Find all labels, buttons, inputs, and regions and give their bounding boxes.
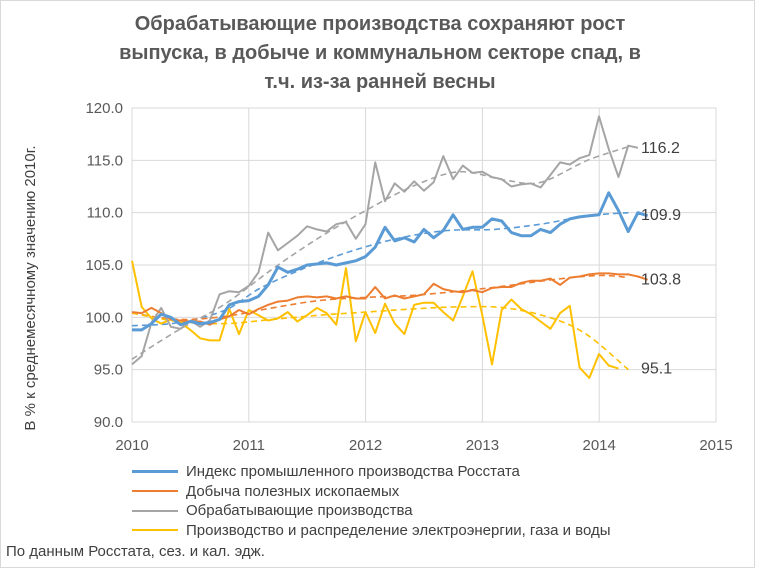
x-tick-label: 2011 [233,437,265,454]
end-label-95-1: 95.1 [641,361,672,378]
legend: Индекс промышленного производства Росста… [132,462,611,540]
legend-label-industrial-index: Индекс промышленного производства Росста… [186,463,520,481]
legend-swatch-manufacturing [132,509,178,512]
end-label-116-2: 116.2 [641,140,680,157]
y-tick-label: 100.0 [85,309,123,326]
legend-item-mining: Добыча полезных ископаемых [132,482,611,502]
x-tick-label: 2015 [699,437,732,454]
chart-title-line-1: Обрабатывающие производства сохраняют ро… [134,13,626,35]
legend-label-mining: Добыча полезных ископаемых [186,482,400,500]
y-tick-label: 110.0 [87,205,123,222]
series-line-2 [131,115,639,366]
y-tick-label: 105.0 [85,257,123,274]
chart-title: Обрабатывающие производства сохраняют ро… [80,10,680,97]
legend-swatch-utilities [132,529,178,532]
chart-title-line-3: т.ч. из-за ранней весны [264,71,496,93]
x-tick-label: 2010 [115,437,148,454]
end-label-103-8: 103.8 [641,272,681,289]
x-tick-label: 2012 [349,437,382,454]
legend-swatch-industrial-index [132,470,178,474]
legend-item-manufacturing: Обрабатывающие производства [132,501,611,521]
legend-item-industrial-index: Индекс промышленного производства Росста… [132,462,611,482]
legend-label-manufacturing: Обрабатывающие производства [186,502,413,520]
x-tick-label: 2013 [466,437,499,454]
series-line-3 [131,260,619,379]
source-note: По данным Росстата, сез. и кал. эдж. [6,543,265,560]
legend-swatch-mining [132,490,178,493]
legend-item-utilities: Производство и распределение электроэнер… [132,521,611,541]
end-label-109-9: 109.9 [641,207,681,224]
legend-label-utilities: Производство и распределение электроэнер… [186,521,611,539]
trend-line-3 [131,305,629,371]
y-tick-label: 95.0 [94,362,123,379]
y-tick-label: 115.0 [87,152,123,169]
chart-title-line-2: выпуска, в добыче и коммунальном секторе… [119,42,641,64]
y-tick-label: 120.0 [85,100,123,117]
x-tick-label: 2014 [583,437,616,454]
y-tick-label: 90.0 [94,414,123,431]
series-line-0 [132,191,649,332]
